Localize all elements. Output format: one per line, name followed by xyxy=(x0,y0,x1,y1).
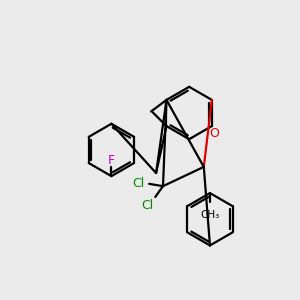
Text: CH₃: CH₃ xyxy=(200,210,220,220)
Text: F: F xyxy=(108,154,115,167)
Text: Cl: Cl xyxy=(142,199,154,212)
Text: O: O xyxy=(209,127,219,140)
Text: Cl: Cl xyxy=(132,177,145,190)
